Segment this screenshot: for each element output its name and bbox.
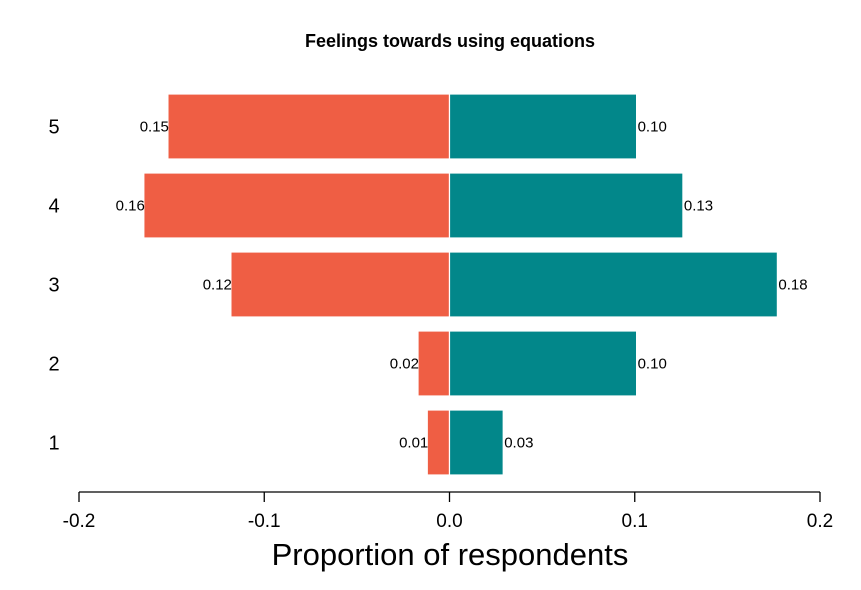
data-label: 0.12 — [203, 277, 232, 294]
data-label: 0.01 — [399, 435, 428, 452]
data-label: 0.15 — [140, 119, 169, 136]
data-label: 0.02 — [390, 356, 419, 373]
bar — [426, 409, 451, 476]
x-tick-label: 0.2 — [807, 511, 833, 532]
x-axis-title: Proportion of respondents — [272, 537, 629, 572]
bar — [448, 93, 638, 160]
bar — [417, 330, 451, 397]
x-tick-label: 0.0 — [436, 511, 462, 532]
category-label: 4 — [48, 196, 59, 218]
category-label: 2 — [48, 354, 59, 376]
bar — [143, 172, 451, 239]
data-label: 0.10 — [638, 356, 667, 373]
chart-title: Feelings towards using equations — [305, 31, 595, 51]
category-labels: 5 4 3 2 1 — [48, 117, 59, 455]
data-label: 0.16 — [116, 198, 145, 215]
x-tick-label: -0.1 — [248, 511, 281, 532]
x-tick-label: -0.2 — [63, 511, 96, 532]
bar — [230, 251, 451, 318]
category-label: 3 — [48, 275, 59, 297]
bar — [448, 330, 638, 397]
bar — [448, 172, 684, 239]
category-label: 5 — [48, 117, 59, 139]
bar — [167, 93, 451, 160]
x-tick-label: 0.1 — [622, 511, 648, 532]
bar — [448, 409, 504, 476]
data-label: 0.10 — [638, 119, 667, 136]
x-axis: -0.2 -0.1 0.0 0.1 0.2 — [63, 491, 833, 532]
data-label: 0.13 — [684, 198, 713, 215]
bar — [448, 251, 778, 318]
category-label: 1 — [48, 433, 59, 455]
bars: 0.15 0.10 0.16 0.13 0.12 0.18 0.02 0.10 0.01 0.03 — [116, 93, 808, 476]
data-label: 0.03 — [504, 435, 533, 452]
data-label: 0.18 — [778, 277, 807, 294]
